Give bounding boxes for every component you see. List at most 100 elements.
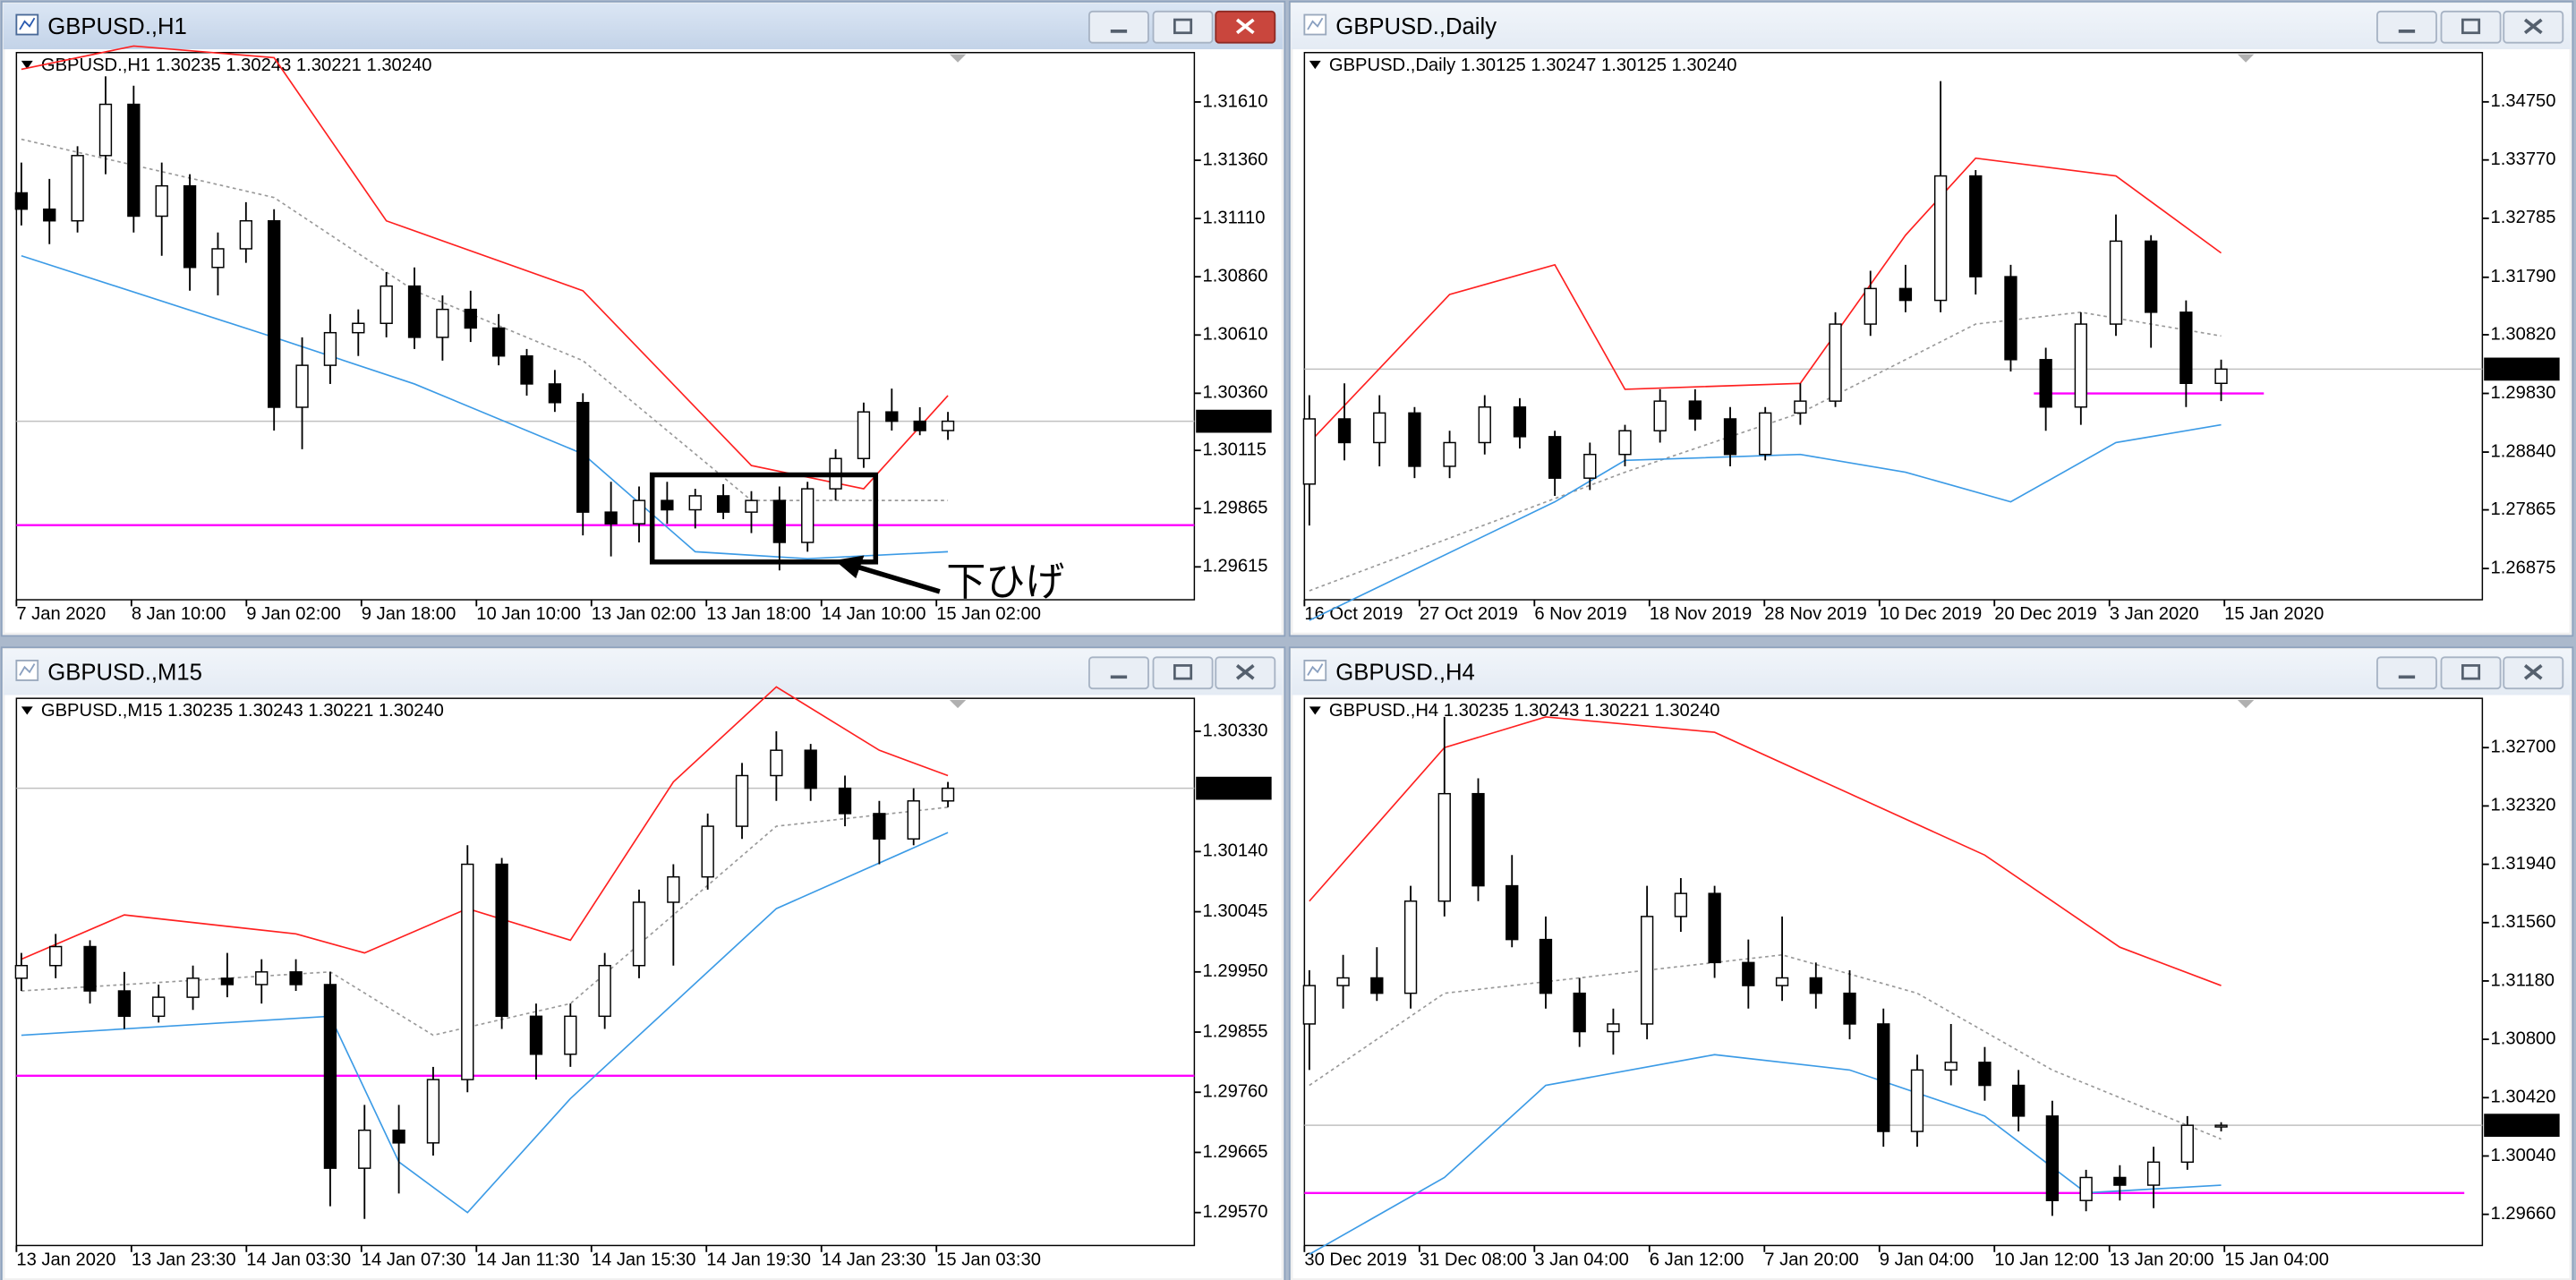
x-tick-label: 3 Jan 2020 bbox=[2110, 604, 2199, 624]
y-tick-label: 1.29855 bbox=[1203, 1021, 1268, 1041]
x-tick-label: 13 Jan 2020 bbox=[16, 1250, 115, 1269]
y-tick-label: 1.29830 bbox=[2491, 383, 2556, 403]
candle-body bbox=[1653, 400, 1667, 431]
candle-body bbox=[1708, 892, 1721, 964]
y-tick-label: 1.31180 bbox=[2491, 970, 2555, 990]
candle-body bbox=[548, 383, 562, 404]
candle-body bbox=[83, 945, 97, 992]
current-price-box bbox=[2484, 357, 2560, 381]
maximize-button[interactable] bbox=[1152, 10, 1214, 44]
candle-body bbox=[661, 499, 674, 511]
candle-body bbox=[520, 354, 533, 385]
x-tick-label: 14 Jan 19:30 bbox=[706, 1250, 811, 1269]
x-tick-label: 30 Dec 2019 bbox=[1304, 1250, 1406, 1269]
current-price-box bbox=[2484, 1114, 2560, 1138]
candle-body bbox=[1898, 287, 1913, 302]
scroll-marker bbox=[2237, 54, 2255, 63]
y-tick-label: 1.30115 bbox=[1203, 439, 1267, 459]
chart-window: GBPUSD.,Daily GBPUSD.,Daily 1.30125 1.302… bbox=[1288, 0, 2574, 637]
y-tick-label: 1.31110 bbox=[1203, 208, 1266, 227]
band-line bbox=[1309, 423, 2222, 621]
x-tick-label: 9 Jan 18:00 bbox=[362, 604, 456, 624]
candle-body bbox=[735, 774, 749, 827]
y-tick-label: 1.31610 bbox=[1203, 91, 1268, 111]
current-price-box bbox=[1196, 409, 1272, 433]
band-line bbox=[21, 45, 949, 491]
window-title: GBPUSD.,Daily bbox=[1335, 14, 1497, 39]
candle-body bbox=[1302, 985, 1317, 1025]
candle-body bbox=[268, 219, 281, 408]
y-tick-label: 1.31790 bbox=[2491, 267, 2556, 286]
info-arrow bbox=[1309, 60, 1321, 70]
candle-body bbox=[461, 863, 474, 1080]
maximize-button[interactable] bbox=[1152, 656, 1214, 690]
candle-body bbox=[2004, 276, 2017, 361]
candle-body bbox=[1809, 977, 1822, 994]
candle-body bbox=[1688, 400, 1702, 420]
title-bar bbox=[3, 649, 1284, 695]
candle-body bbox=[1829, 323, 1842, 402]
chart-background bbox=[1292, 695, 2570, 1279]
current-price-label: 1.30240 bbox=[1201, 411, 1267, 431]
band-line bbox=[1309, 157, 2222, 444]
candle-body bbox=[1618, 430, 1632, 456]
candle-body bbox=[49, 945, 63, 967]
window-icon-glyph bbox=[19, 663, 36, 676]
maximize-button[interactable] bbox=[2440, 656, 2502, 690]
window-icon-glyph bbox=[19, 17, 36, 30]
candle-body bbox=[1933, 175, 1948, 302]
scroll-marker bbox=[949, 700, 967, 709]
x-tick-label: 13 Jan 02:00 bbox=[592, 604, 696, 624]
close-glyph bbox=[1235, 664, 1255, 680]
maximize-button[interactable] bbox=[2440, 10, 2502, 44]
x-tick-label: 15 Jan 2020 bbox=[2224, 604, 2324, 624]
candle-body bbox=[1794, 400, 1807, 414]
candle-body bbox=[186, 977, 200, 998]
y-tick-label: 1.27865 bbox=[2491, 499, 2556, 519]
y-tick-label: 1.31560 bbox=[2491, 912, 2556, 932]
candle-body bbox=[2012, 1084, 2026, 1117]
candle-body bbox=[117, 990, 132, 1018]
candle-body bbox=[1408, 412, 1421, 467]
candle-body bbox=[1583, 453, 1597, 479]
plot-border bbox=[15, 52, 1196, 601]
candle-body bbox=[604, 511, 618, 525]
minimize-button[interactable] bbox=[1088, 656, 1149, 690]
x-tick-label: 8 Jan 10:00 bbox=[132, 604, 226, 624]
candle-body bbox=[1742, 961, 1755, 986]
x-tick-label: 14 Jan 23:30 bbox=[822, 1250, 926, 1269]
candle-body bbox=[1843, 992, 1856, 1025]
chart-background bbox=[4, 49, 1282, 633]
info-arrow bbox=[21, 60, 33, 70]
y-tick-label: 1.30820 bbox=[2491, 324, 2556, 344]
candle-body bbox=[2045, 1115, 2060, 1201]
candle-body bbox=[701, 825, 714, 878]
minimize-button[interactable] bbox=[2376, 10, 2437, 44]
candle-body bbox=[1775, 977, 1789, 986]
x-tick-label: 9 Jan 02:00 bbox=[246, 604, 341, 624]
candle-body bbox=[873, 813, 886, 840]
x-tick-label: 6 Nov 2019 bbox=[1534, 604, 1626, 624]
candle-body bbox=[1539, 938, 1553, 994]
candle-body bbox=[155, 184, 168, 218]
minimize-button[interactable] bbox=[1088, 10, 1149, 44]
x-tick-label: 14 Jan 10:00 bbox=[822, 604, 926, 624]
chart-background bbox=[1292, 49, 2570, 633]
candle-body bbox=[1910, 1069, 1924, 1132]
minimize-button[interactable] bbox=[2376, 656, 2437, 690]
chart-window: GBPUSD.,H1 GBPUSD.,H1 1.30235 1.30243 1.3… bbox=[0, 0, 1286, 637]
candle-body bbox=[436, 308, 449, 338]
band-line bbox=[1309, 716, 2222, 986]
symbol-info: GBPUSD.,Daily 1.30125 1.30247 1.30125 1.… bbox=[1329, 55, 1737, 75]
window-title: GBPUSD.,H4 bbox=[1335, 660, 1475, 685]
x-tick-label: 10 Dec 2019 bbox=[1880, 604, 1982, 624]
candle-body bbox=[1373, 412, 1386, 444]
candle-body bbox=[464, 308, 477, 329]
candle-body bbox=[564, 1015, 577, 1055]
scroll-marker bbox=[949, 54, 967, 63]
x-tick-label: 15 Jan 03:30 bbox=[936, 1250, 1041, 1269]
candle-body bbox=[323, 331, 337, 366]
y-tick-label: 1.30045 bbox=[1203, 901, 1268, 921]
candle-body bbox=[1759, 412, 1772, 456]
candle-body bbox=[2113, 1176, 2127, 1186]
